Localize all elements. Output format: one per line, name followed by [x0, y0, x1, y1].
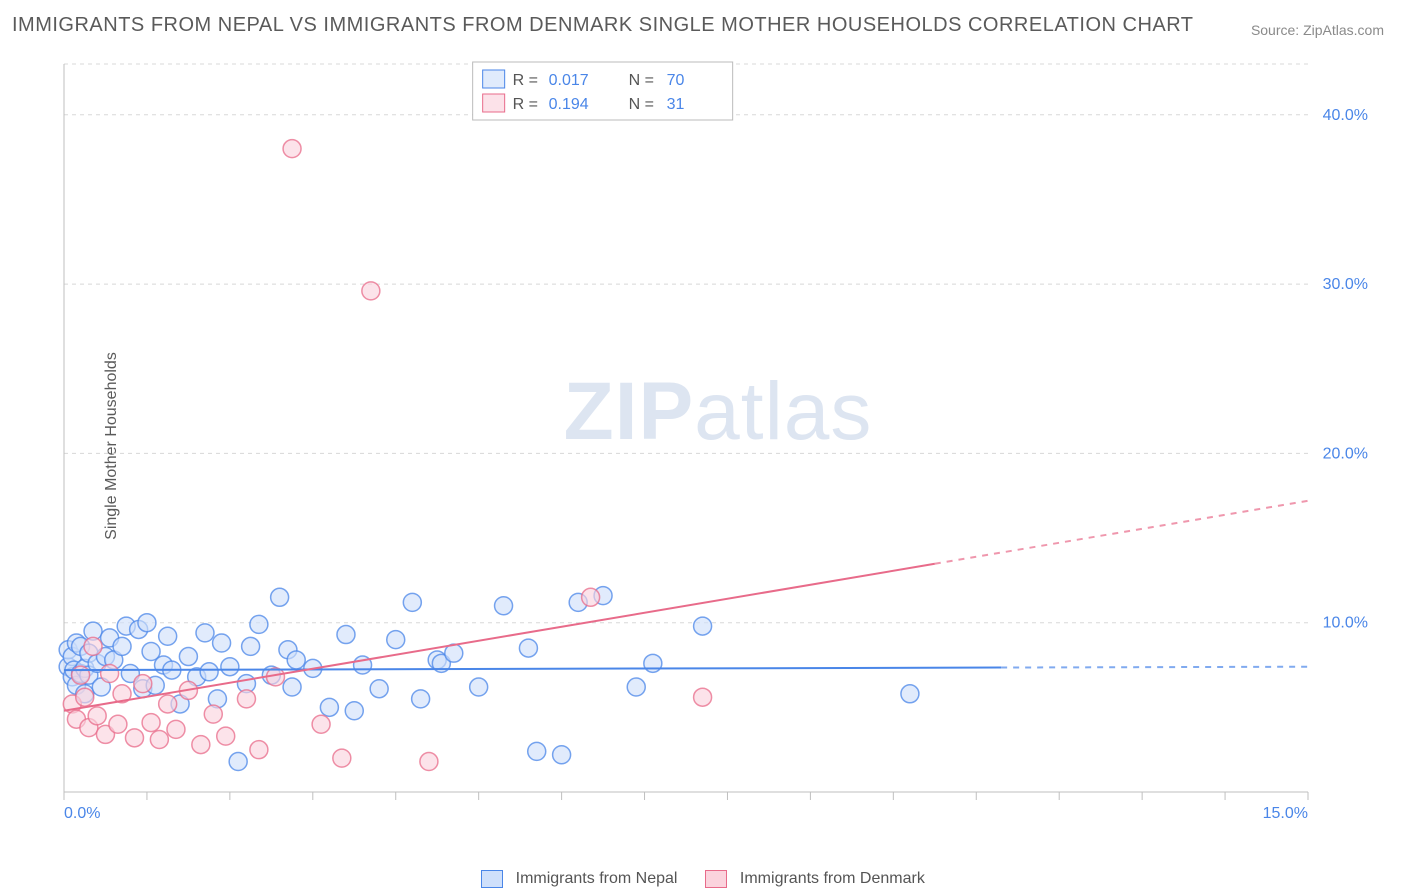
svg-text:30.0%: 30.0% [1323, 276, 1368, 293]
svg-text:15.0%: 15.0% [1263, 805, 1308, 822]
svg-text:0.017: 0.017 [549, 72, 589, 89]
legend-swatch-nepal [481, 870, 503, 888]
legend-swatch-denmark [705, 870, 727, 888]
chart-title: IMMIGRANTS FROM NEPAL VS IMMIGRANTS FROM… [12, 14, 1194, 37]
svg-text:0.0%: 0.0% [64, 805, 100, 822]
legend-item-denmark: Immigrants from Denmark [705, 870, 924, 888]
svg-text:20.0%: 20.0% [1323, 445, 1368, 462]
bottom-legend: Immigrants from Nepal Immigrants from De… [0, 870, 1406, 888]
scatter-plot-svg: 0.0% 15.0% 10.0% 20.0% 30.0% 40.0% R = 0.017 N =… [58, 58, 1378, 828]
svg-text:N =: N = [629, 96, 654, 113]
chart-container: IMMIGRANTS FROM NEPAL VS IMMIGRANTS FROM… [0, 0, 1406, 892]
svg-text:10.0%: 10.0% [1323, 615, 1368, 632]
legend-item-nepal: Immigrants from Nepal [481, 870, 677, 888]
svg-text:R =: R = [513, 72, 538, 89]
svg-text:0.194: 0.194 [549, 96, 589, 113]
source-label: Source: ZipAtlas.com [1251, 22, 1384, 38]
legend-label-nepal: Immigrants from Nepal [516, 870, 678, 887]
legend-label-denmark: Immigrants from Denmark [740, 870, 925, 887]
svg-text:N =: N = [629, 72, 654, 89]
svg-text:R =: R = [513, 96, 538, 113]
svg-text:31: 31 [667, 96, 685, 113]
svg-text:70: 70 [667, 72, 685, 89]
svg-text:40.0%: 40.0% [1323, 107, 1368, 124]
chart-area: 0.0% 15.0% 10.0% 20.0% 30.0% 40.0% R = 0.017 N =… [58, 58, 1378, 828]
